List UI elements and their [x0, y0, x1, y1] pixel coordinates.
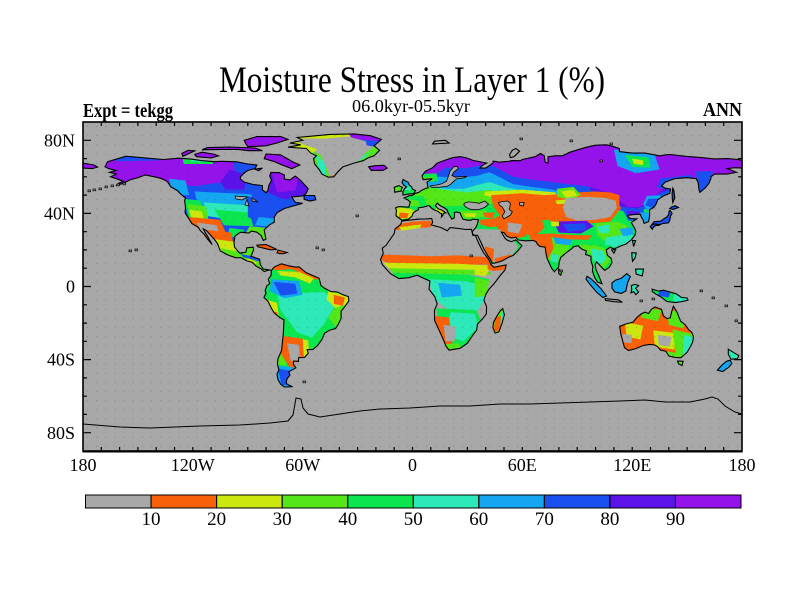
- svg-text:180: 180: [70, 455, 97, 475]
- svg-text:60W: 60W: [285, 455, 320, 475]
- svg-text:50: 50: [404, 509, 423, 530]
- svg-text:10: 10: [142, 509, 161, 530]
- svg-text:120E: 120E: [613, 455, 651, 475]
- svg-text:40: 40: [338, 509, 357, 530]
- svg-text:70: 70: [535, 509, 554, 530]
- svg-text:60: 60: [469, 509, 488, 530]
- svg-text:20: 20: [207, 509, 226, 530]
- svg-text:40S: 40S: [47, 350, 75, 370]
- svg-text:30: 30: [273, 509, 292, 530]
- svg-text:0: 0: [408, 455, 417, 475]
- svg-text:80: 80: [600, 509, 619, 530]
- svg-text:80N: 80N: [44, 130, 75, 150]
- svg-text:0: 0: [66, 277, 75, 297]
- svg-text:06.0kyr-05.5kyr: 06.0kyr-05.5kyr: [352, 96, 470, 116]
- svg-text:180: 180: [729, 455, 756, 475]
- svg-text:ANN: ANN: [703, 99, 742, 121]
- svg-text:90: 90: [666, 509, 685, 530]
- svg-text:80S: 80S: [47, 423, 75, 443]
- svg-text:120W: 120W: [171, 455, 215, 475]
- svg-text:Expt = tekgg: Expt = tekgg: [83, 100, 173, 122]
- svg-text:60E: 60E: [508, 455, 537, 475]
- svg-text:40N: 40N: [44, 203, 75, 223]
- svg-text:Moisture Stress in Layer 1 (%): Moisture Stress in Layer 1 (%): [219, 60, 605, 101]
